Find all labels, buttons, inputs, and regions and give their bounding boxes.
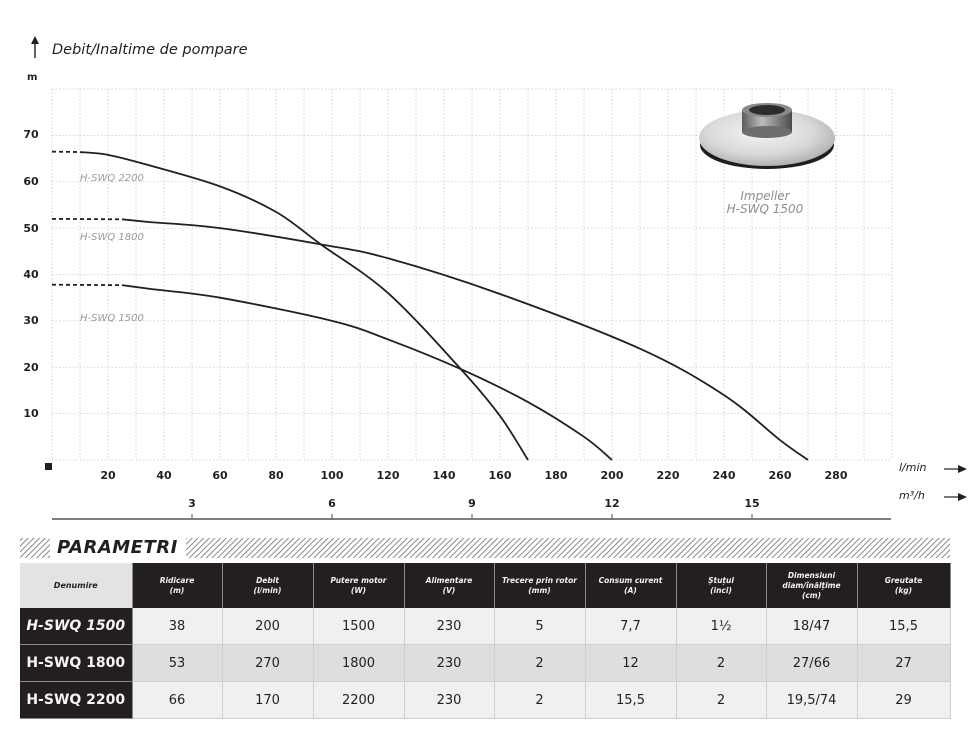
cell-model: H-SWQ 2200 [20,681,133,719]
x2-tick: 9 [468,497,476,510]
table-header-row: Denumire Ridicare (m) Debit (l/min) Putere… [20,563,951,608]
cell: 15,5 [857,608,951,645]
x-tick: 40 [156,469,172,482]
impeller-caption-line2: H-SWQ 1500 [726,202,804,216]
y-tick: 60 [23,175,39,188]
parameters-table: Denumire Ridicare (m) Debit (l/min) Putere… [20,563,951,719]
y-tick: 10 [23,407,39,420]
header-ridicare: Ridicare (m) [132,563,223,608]
cell: 53 [132,644,223,682]
x2-tick: 3 [188,497,196,510]
x-tick: 140 [432,469,456,482]
x-tick: 160 [488,469,512,482]
x-tick: 260 [768,469,792,482]
cell: 2 [676,681,767,719]
x-tick: 240 [712,469,736,482]
banner-hatch-right [184,538,950,558]
parameters-heading: PARAMETRI [53,537,186,559]
header-stutul: Ștuțul (inci) [676,563,767,608]
x-tick: 80 [268,469,284,482]
x-tick: 200 [600,469,624,482]
header-putere-motor: Putere motor (W) [313,563,405,608]
cell: 12 [585,644,677,682]
banner-hatch-left [20,538,50,558]
x-tick: 20 [100,469,116,482]
cell-model: H-SWQ 1800 [20,644,133,682]
curve-h-swq-2200 [79,151,529,461]
y-tick: 20 [23,361,39,374]
cell: 170 [222,681,314,719]
cell: 19,5/74 [766,681,858,719]
cell: 1500 [313,608,405,645]
curve-h-swq-1500 [121,284,613,461]
cell: 230 [404,608,495,645]
x-tick: 60 [212,469,228,482]
cell: 15,5 [585,681,677,719]
curve-h-swq-1800 [121,218,809,461]
cell: 270 [222,644,314,682]
header-denumire: Denumire [20,563,133,608]
cell: 1½ [676,608,767,645]
impeller-caption-line1: Impeller [740,189,790,203]
y-axis-unit: m [27,72,38,83]
y-tick: 50 [23,222,39,235]
cell: 2 [494,681,586,719]
header-consum-curent: Consum curent (A) [585,563,677,608]
cell: 200 [222,608,314,645]
cell: 66 [132,681,223,719]
series-label-2200: H-SWQ 2200 [80,173,144,184]
origin-marker [45,463,52,470]
x2-axis-unit: m³/h [899,489,925,502]
cell: 5 [494,608,586,645]
cell: 2 [494,644,586,682]
chart-title: Debit/Inaltime de pompare [52,42,248,58]
series-label-1800: H-SWQ 1800 [80,232,144,243]
cell: 1800 [313,644,405,682]
cell: 27 [857,644,951,682]
y-tick: 30 [23,314,39,327]
cell: 27/66 [766,644,858,682]
lmin-arrow-icon [944,465,967,473]
cell: 7,7 [585,608,677,645]
cell: 2 [676,644,767,682]
chart-curves [51,150,809,461]
chart-grid [51,88,893,461]
header-debit: Debit (l/min) [222,563,314,608]
x2-tick: 15 [744,497,760,510]
y-axis-arrow-icon [31,36,39,58]
impeller-image [699,103,835,169]
x2-tick: 12 [604,497,620,510]
cell: 18/47 [766,608,858,645]
cell: 38 [132,608,223,645]
cell-model: H-SWQ 1500 [20,608,133,645]
header-alimentare: Alimentare (V) [404,563,495,608]
table-row: H-SWQ 1500 38 200 1500 230 5 7,7 1½ 18/4… [20,608,951,645]
x2-tick: 6 [328,497,336,510]
x-tick: 100 [320,469,344,482]
x-tick: 120 [376,469,400,482]
y-tick: 40 [23,268,39,281]
cell: 230 [404,644,495,682]
x-tick: 280 [824,469,848,482]
series-label-1500: H-SWQ 1500 [80,313,144,324]
table-row: H-SWQ 2200 66 170 2200 230 2 15,5 2 19,5… [20,681,951,719]
header-trecere-rotor: Trecere prin rotor (mm) [494,563,586,608]
x-tick: 180 [544,469,568,482]
cell: 29 [857,681,951,719]
x-tick: 220 [656,469,680,482]
x-axis-unit: l/min [899,461,927,474]
y-tick: 70 [23,128,39,141]
m3h-arrow-icon [944,493,967,501]
cell: 2200 [313,681,405,719]
cell: 230 [404,681,495,719]
table-row: H-SWQ 1800 53 270 1800 230 2 12 2 27/66 … [20,644,951,682]
header-greutate: Greutate (kg) [857,563,951,608]
impeller-caption: Impeller H-SWQ 1500 [700,190,830,216]
header-dimensiuni: Dimensiuni diam/înălțime (cm) [766,563,858,608]
